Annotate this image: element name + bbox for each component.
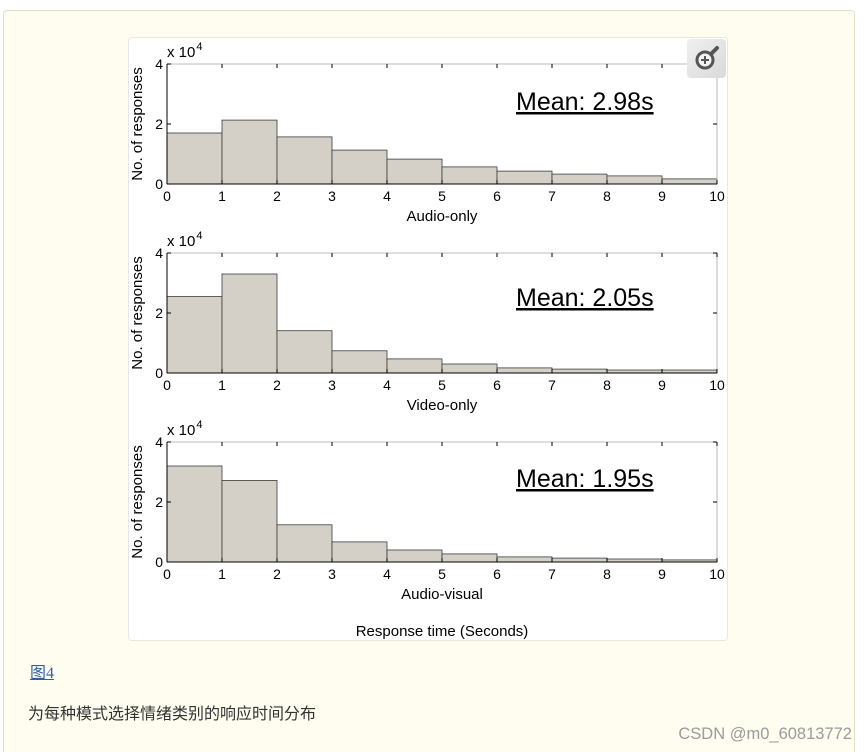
x-tick-label: 6 [493,188,501,204]
y-tick-label: 2 [155,116,163,132]
x-tick-label: 7 [548,188,556,204]
histogram-bar [276,136,333,185]
x-tick-label: 9 [658,377,666,393]
x-tick-label: 8 [603,188,611,204]
histogram-bar [331,350,388,374]
x-tick-label: 2 [273,566,281,582]
histogram-bar [386,158,443,185]
x-tick-label: 6 [493,377,501,393]
x-tick-label: 3 [328,188,336,204]
x-tick-label: 9 [658,566,666,582]
shared-x-axis-label: Response time (Seconds) [356,623,529,640]
histogram-bar [441,166,498,185]
histogram-bar [331,541,388,563]
x-tick-label: 2 [273,188,281,204]
x-tick-label: 10 [709,188,725,204]
histogram-bar [221,273,278,374]
figure-panel: Response time (Seconds) 0 1 2 3 4 5 6 7 8 9 10 0 2 4 x… [3,10,855,752]
histogram-bar [221,479,278,563]
mean-annotation: Mean: 1.95s [516,465,654,493]
histogram-bar [276,330,333,374]
y-multiplier-label: x 104 [167,230,202,250]
x-tick-label: 5 [438,566,446,582]
histogram-bar [606,175,663,185]
y-multiplier-label: x 104 [167,419,202,439]
y-multiplier-exponent: 4 [196,230,202,242]
histogram-bar [441,363,498,374]
histogram-bar [441,553,498,563]
histogram-bar [166,132,223,185]
y-multiplier-exponent: 4 [196,419,202,431]
watermark: CSDN @m0_60813772 [678,725,852,743]
y-tick-label: 0 [155,365,163,381]
x-tick-label: 7 [548,566,556,582]
x-tick-label: 5 [438,377,446,393]
zoom-in-icon [695,46,719,70]
x-tick-label: 10 [709,377,725,393]
x-tick-label: 7 [548,377,556,393]
x-axis-label: Audio-visual [401,586,483,603]
y-multiplier-exponent: 4 [196,41,202,53]
figure-image: Response time (Seconds) 0 1 2 3 4 5 6 7 8 9 10 0 2 4 x… [129,38,727,640]
mean-annotation: Mean: 2.98s [516,88,654,116]
figure-caption: 为每种模式选择情绪类别的响应时间分布 [28,706,317,723]
x-tick-label: 0 [163,188,171,204]
x-tick-label: 8 [603,377,611,393]
histogram-bar [331,149,388,185]
x-tick-label: 0 [163,566,171,582]
histogram-bar [661,178,718,185]
histogram-bar [276,524,333,563]
x-tick-label: 4 [383,377,391,393]
histogram-bar [551,368,608,374]
x-tick-label: 1 [218,188,226,204]
y-multiplier-label: x 104 [167,41,202,61]
histogram-bar [496,170,553,185]
x-tick-label: 3 [328,377,336,393]
x-tick-label: 2 [273,377,281,393]
y-tick-label: 4 [155,434,163,450]
y-axis-label: No. of responses [129,256,146,369]
y-tick-label: 4 [155,56,163,72]
figure-link[interactable]: 图4 [30,665,55,682]
histogram-figure: Response time (Seconds) 0 1 2 3 4 5 6 7 8 9 10024x… [129,41,725,640]
x-tick-label: 1 [218,377,226,393]
x-tick-label: 6 [493,566,501,582]
histogram-bar [551,173,608,185]
histogram-bar [166,296,223,374]
y-multiplier-base: x 10 [167,422,195,439]
y-tick-label: 2 [155,494,163,510]
mean-annotation: Mean: 2.05s [516,284,654,312]
histogram-bar [496,556,553,563]
y-tick-label: 0 [155,554,163,570]
y-axis-label: No. of responses [129,445,146,558]
histogram-bar [386,549,443,563]
x-tick-label: 8 [603,566,611,582]
x-tick-label: 4 [383,188,391,204]
y-multiplier-base: x 10 [167,233,195,250]
zoom-button[interactable] [687,39,726,78]
x-axis-label: Video-only [407,397,478,414]
y-tick-label: 0 [155,176,163,192]
x-tick-label: 5 [438,188,446,204]
x-tick-label: 0 [163,377,171,393]
histogram-bar [496,367,553,374]
histogram-bar [386,358,443,374]
x-tick-label: 1 [218,566,226,582]
x-tick-label: 9 [658,188,666,204]
histogram-bar [166,465,223,563]
y-multiplier-base: x 10 [167,44,195,61]
y-axis-label: No. of responses [129,67,146,180]
y-tick-label: 4 [155,245,163,261]
histogram-bar [221,119,278,185]
histogram-bar [551,557,608,563]
x-tick-label: 4 [383,566,391,582]
x-tick-label: 3 [328,566,336,582]
x-axis-label: Audio-only [407,208,478,225]
x-tick-label: 10 [709,566,725,582]
y-tick-label: 2 [155,305,163,321]
